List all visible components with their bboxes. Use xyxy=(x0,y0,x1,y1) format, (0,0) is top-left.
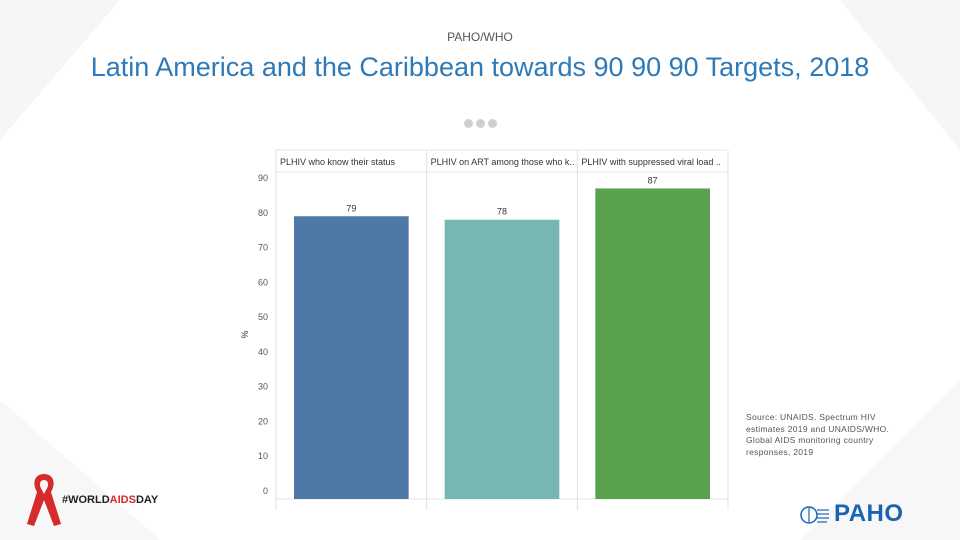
bar xyxy=(444,219,560,499)
category-header: PLHIV on ART among those who k.. xyxy=(431,157,575,167)
y-tick-label: 30 xyxy=(258,382,268,392)
dot xyxy=(464,119,473,128)
y-tick-label: 60 xyxy=(258,277,268,287)
data-label: 78 xyxy=(497,207,507,217)
hashtag-suffix: DAY xyxy=(135,494,159,506)
hashtag-prefix: #WORLD xyxy=(62,494,110,506)
chart-panel-dividers xyxy=(275,149,729,510)
bar xyxy=(294,216,409,499)
category-headers: PLHIV who know their status PLHIV on ART … xyxy=(280,157,721,167)
org-label: PAHO/WHO xyxy=(447,30,513,44)
bar-group xyxy=(294,188,710,499)
source-note: Source: UNAIDS. Spectrum HIV estimates 2… xyxy=(746,412,890,457)
bar xyxy=(595,188,710,499)
paho-logo-text: PAHO xyxy=(834,500,904,527)
y-axis: 0 10 20 30 40 50 60 70 80 90% xyxy=(240,173,268,496)
y-tick-label: 10 xyxy=(258,451,268,461)
dot xyxy=(488,119,497,128)
y-tick-label: 90 xyxy=(258,173,268,183)
y-axis-label: % xyxy=(240,330,250,338)
y-tick-label: 0 xyxy=(263,486,268,496)
bar-chart: PLHIV who know their status PLHIV on ART … xyxy=(240,149,729,510)
red-ribbon-icon xyxy=(27,474,61,526)
data-labels: 79 78 87 xyxy=(346,175,657,216)
data-label: 79 xyxy=(346,203,356,213)
decorative-dots xyxy=(464,115,504,128)
dot xyxy=(476,119,485,128)
category-header: PLHIV who know their status xyxy=(280,157,396,167)
who-emblem-icon xyxy=(800,506,829,524)
data-label: 87 xyxy=(648,175,658,185)
chart-panel: PLHIV who know their status PLHIV on ART … xyxy=(238,138,740,513)
y-tick-label: 70 xyxy=(258,243,268,253)
page-title: Latin America and the Caribbean towards … xyxy=(90,52,870,82)
y-tick-label: 80 xyxy=(258,208,268,218)
hashtag-highlight: AIDS xyxy=(109,494,136,506)
category-header: PLHIV with suppressed viral load .. xyxy=(581,157,721,167)
y-tick-label: 20 xyxy=(258,416,268,426)
y-tick-label: 50 xyxy=(258,312,268,322)
worldaidsday-hashtag: #WORLDAIDSDAY xyxy=(62,494,158,506)
y-tick-label: 40 xyxy=(258,347,268,357)
